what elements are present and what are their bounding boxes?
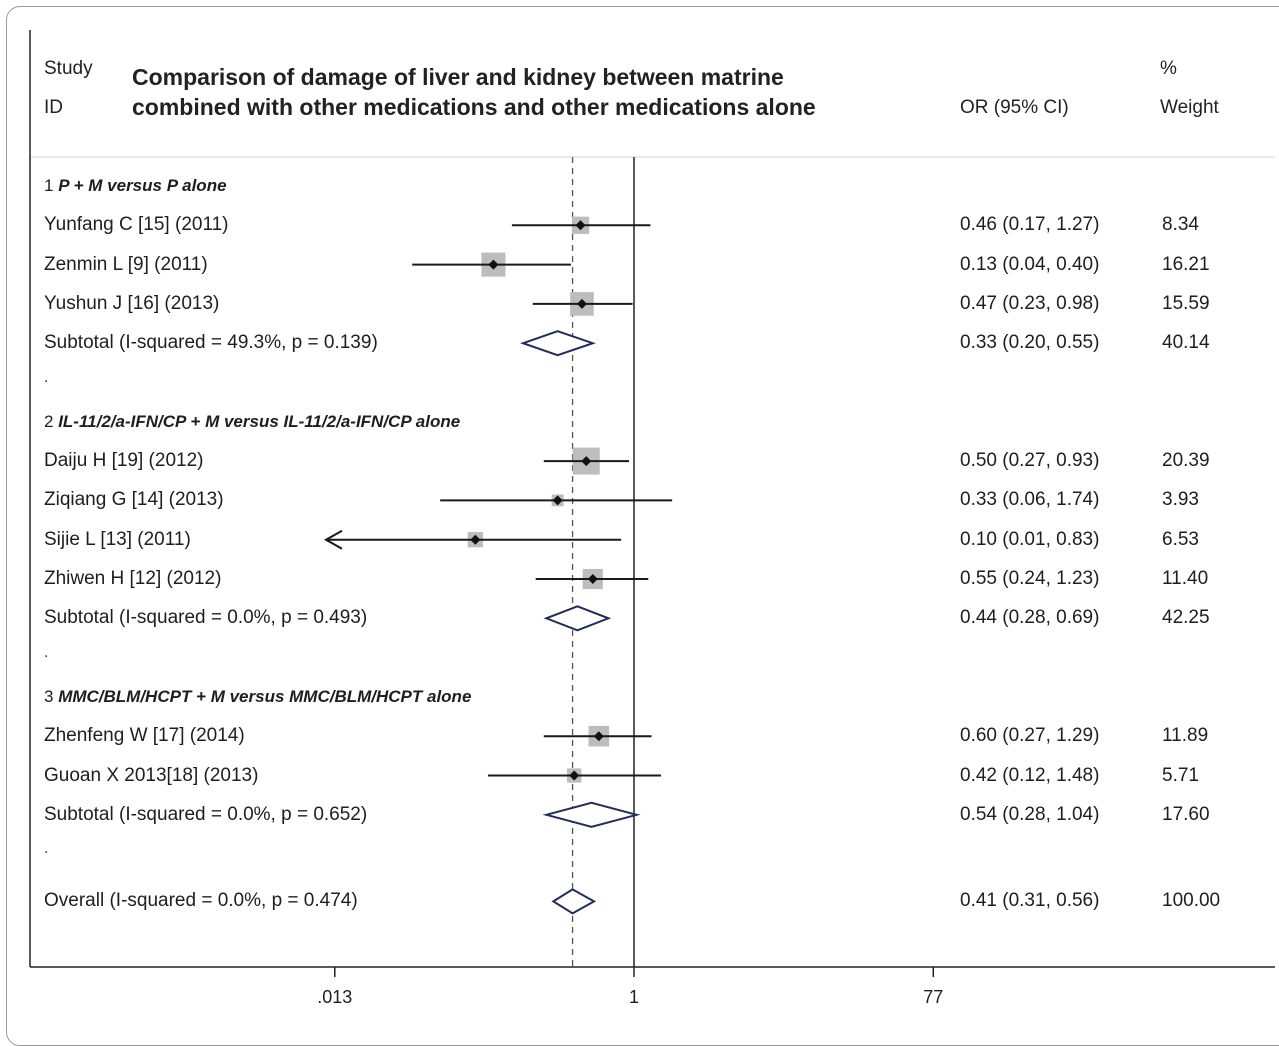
x-tick-label: 1 — [628, 987, 640, 1007]
study-point-estimate — [587, 574, 598, 584]
study-label: Sijie L [13] (2011) — [44, 528, 191, 550]
weight-value: 17.60 — [1162, 803, 1210, 825]
study-label: Zenmin L [9] (2011) — [44, 253, 208, 275]
subgroup-name: IL-11/2/a-IFN/CP + M versus IL-11/2/a-IF… — [58, 411, 461, 431]
weight-value: 11.89 — [1162, 725, 1209, 747]
or-ci-value: 0.54 (0.28, 1.04) — [960, 803, 1100, 825]
subgroup-heading: 2 IL-11/2/a-IFN/CP + M versus IL-11/2/a-… — [44, 412, 460, 432]
study-header: Study — [44, 58, 93, 79]
study-label: Yunfang C [15] (2011) — [44, 214, 229, 236]
subgroup-heading: 3 MMC/BLM/HCPT + M versus MMC/BLM/HCPT a… — [44, 687, 471, 707]
study-label: Daiju H [19] (2012) — [44, 450, 204, 472]
study-label: Zhenfeng W [17] (2014) — [44, 725, 245, 747]
or-ci-value: 0.47 (0.23, 0.98) — [960, 292, 1100, 314]
id-header: ID — [44, 97, 63, 118]
study-point-estimate — [581, 456, 592, 467]
weight-value: 20.39 — [1162, 450, 1210, 472]
x-tick-label: 77 — [923, 987, 944, 1007]
subgroup-number: 2 — [44, 411, 59, 431]
study-label: Ziqiang G [14] (2013) — [44, 489, 224, 511]
spacer-dot: . — [44, 643, 49, 661]
chart-title-line1: Comparison of damage of liver and kidney… — [132, 64, 784, 90]
or-ci-value: 0.10 (0.01, 0.83) — [960, 528, 1100, 550]
forest-plot — [29, 30, 1275, 977]
study-label: Guoan X 2013[18] (2013) — [44, 764, 259, 786]
spacer-dot: . — [44, 368, 49, 386]
or-ci-value: 0.33 (0.20, 0.55) — [960, 332, 1100, 354]
spacer-dot: . — [44, 840, 49, 858]
or-ci-value: 0.60 (0.27, 1.29) — [960, 725, 1100, 747]
subgroup-number: 1 — [44, 176, 59, 195]
subgroup-number: 3 — [44, 686, 59, 706]
study-point-estimate — [575, 220, 586, 231]
study-point-estimate — [488, 259, 499, 270]
or-ci-value: 0.42 (0.12, 1.48) — [960, 764, 1100, 786]
weight-value: 42.25 — [1162, 607, 1210, 629]
weight-header: Weight — [1160, 97, 1219, 118]
chart-title-line2: combined with other medications and othe… — [132, 94, 816, 120]
weight-value: 40.14 — [1162, 332, 1210, 354]
subgroup-heading: 1 P + M versus P alone — [44, 176, 227, 196]
weight-percent-header: % — [1160, 58, 1177, 79]
subgroup-name: MMC/BLM/HCPT + M versus MMC/BLM/HCPT alo… — [58, 686, 472, 706]
subgroup-name: P + M versus P alone — [58, 176, 227, 195]
weight-value: 16.21 — [1162, 253, 1210, 275]
subtotal-label: Subtotal (I-squared = 49.3%, p = 0.139) — [44, 332, 378, 354]
weight-value: 6.53 — [1162, 528, 1199, 550]
or-ci-value: 0.33 (0.06, 1.74) — [960, 489, 1100, 511]
or-ci-value: 0.41 (0.31, 0.56) — [960, 890, 1100, 912]
or-ci-value: 0.13 (0.04, 0.40) — [960, 253, 1100, 275]
study-point-estimate — [470, 534, 481, 545]
overall-diamond — [551, 888, 597, 915]
weight-value: 3.93 — [1162, 489, 1199, 511]
study-point-estimate — [576, 298, 587, 309]
subtotal-diamond — [542, 801, 641, 828]
weight-value: 15.59 — [1162, 292, 1210, 314]
weight-value: 5.71 — [1162, 764, 1199, 786]
or-ci-value: 0.44 (0.28, 0.69) — [960, 607, 1100, 629]
study-point-estimate — [569, 770, 580, 781]
or-ci-value: 0.55 (0.24, 1.23) — [960, 568, 1100, 589]
or-ci-value: 0.46 (0.17, 1.27) — [960, 214, 1100, 236]
study-label: Zhiwen H [12] (2012) — [44, 568, 222, 589]
subtotal-label: Subtotal (I-squared = 0.0%, p = 0.493) — [44, 607, 368, 629]
or-ci-value: 0.50 (0.27, 0.93) — [960, 450, 1100, 472]
study-point-estimate — [552, 495, 563, 506]
weight-value: 11.40 — [1162, 568, 1209, 589]
overall-label: Overall (I-squared = 0.0%, p = 0.474) — [44, 890, 358, 912]
subtotal-diamond — [543, 605, 612, 632]
ci-truncated-arrow — [323, 529, 343, 550]
subtotal-diamond — [520, 330, 596, 357]
study-label: Yushun J [16] (2013) — [44, 292, 220, 314]
x-tick-label: .013 — [317, 987, 353, 1007]
weight-value: 8.34 — [1162, 214, 1199, 236]
weight-value: 100.00 — [1162, 890, 1221, 912]
or-ci-header: OR (95% CI) — [960, 97, 1069, 118]
subtotal-label: Subtotal (I-squared = 0.0%, p = 0.652) — [44, 803, 368, 825]
study-point-estimate — [593, 731, 604, 742]
